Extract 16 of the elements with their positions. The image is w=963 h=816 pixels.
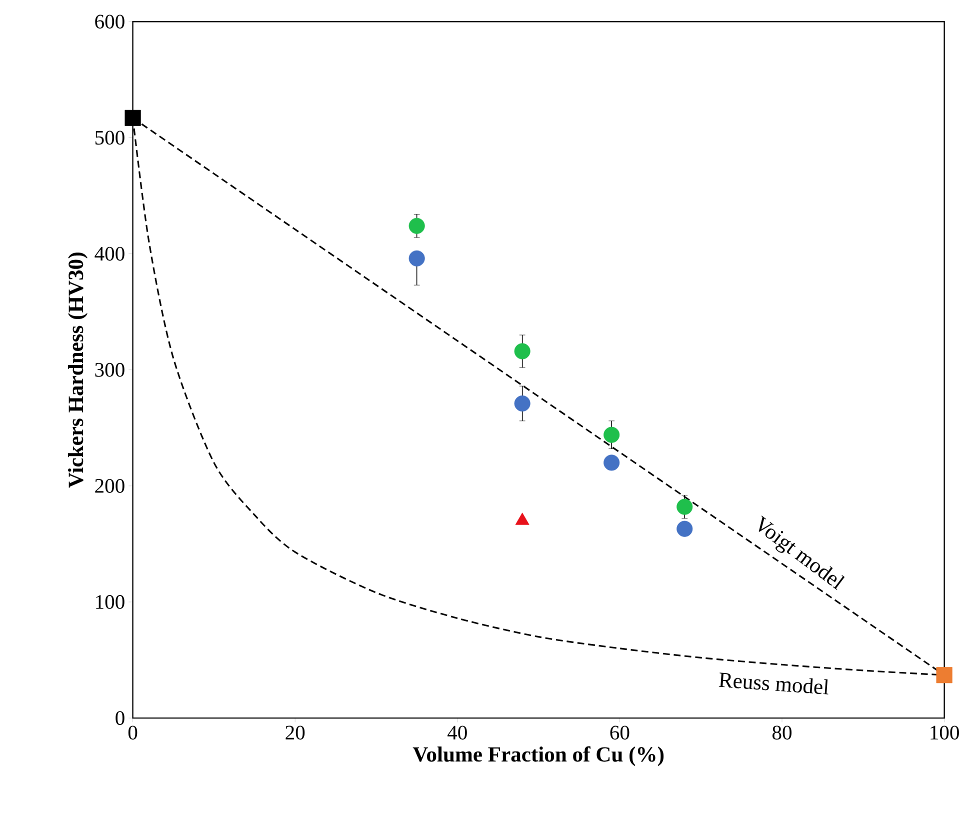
y-tick-label: 400 xyxy=(94,246,124,261)
y-tick-label: 600 xyxy=(95,14,124,28)
x-tick-label: 60 xyxy=(610,725,630,740)
y-tick-label: 100 xyxy=(96,594,124,609)
y-tick-label: 200 xyxy=(95,478,124,493)
x-axis-title: Volume Fraction of Cu (%) xyxy=(412,746,664,766)
annotation: Reuss model xyxy=(718,672,828,694)
y-tick-label: 300 xyxy=(95,362,124,377)
x-tick-label: 0 xyxy=(128,725,138,740)
x-tick-label: 100 xyxy=(930,725,959,740)
y-tick-label: 500 xyxy=(95,130,124,144)
x-tick-label: 80 xyxy=(772,725,792,740)
y-tick-label: 0 xyxy=(116,710,124,725)
x-tick-label: 20 xyxy=(286,725,305,740)
x-tick-label: 40 xyxy=(448,725,467,740)
y-axis-title: Vickers Hardness (HV30) xyxy=(68,252,88,488)
